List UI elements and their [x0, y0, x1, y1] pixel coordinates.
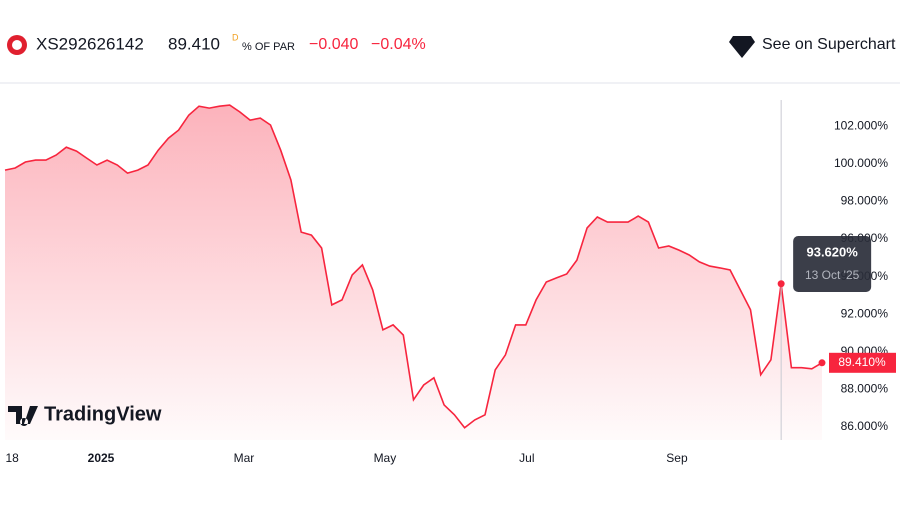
- price: 89.410: [168, 34, 220, 53]
- y-tick-label: 102.000%: [834, 118, 888, 132]
- symbol-icon-inner: [12, 40, 22, 50]
- x-tick-label: 2025: [88, 451, 115, 465]
- y-tick-label: 100.000%: [834, 156, 888, 170]
- header: XS292626142 89.410 D % OF PAR −0.040 −0.…: [7, 32, 896, 58]
- tooltip-value: 93.620%: [806, 244, 858, 259]
- y-tick-label: 92.000%: [841, 306, 889, 320]
- area-fill: [5, 105, 822, 440]
- x-tick-label: Mar: [234, 451, 255, 465]
- unit: % OF PAR: [242, 41, 295, 53]
- y-tick-label: 88.000%: [841, 381, 889, 395]
- last-label: 89.410%: [838, 355, 886, 369]
- tooltip-box: [793, 236, 872, 292]
- tooltip: 93.620% 13 Oct '25: [793, 236, 872, 292]
- price-line: [4, 104, 823, 429]
- y-tick-label: 98.000%: [841, 194, 889, 208]
- watermark-logo: [8, 406, 38, 426]
- watermark: TradingView: [8, 403, 162, 426]
- change: −0.040: [309, 36, 358, 53]
- supercharts-link[interactable]: See on Superchart: [762, 36, 896, 53]
- x-tick-label: Sep: [666, 451, 688, 465]
- price-suffix: D: [232, 32, 239, 42]
- watermark-text: TradingView: [44, 403, 162, 425]
- last-label-bg: [829, 352, 896, 373]
- x-tick-label: Jul: [519, 451, 534, 465]
- x-tick-label: May: [374, 451, 397, 465]
- change-pct: −0.04%: [371, 36, 426, 53]
- supercharts-icon[interactable]: [729, 36, 755, 58]
- hover-point: [777, 280, 785, 288]
- y-tick-label: 86.000%: [841, 419, 889, 433]
- last-point: [818, 359, 826, 367]
- x-tick-label: 18: [5, 451, 19, 465]
- tooltip-date: 13 Oct '25: [805, 268, 860, 282]
- symbol: XS292626142: [36, 34, 144, 53]
